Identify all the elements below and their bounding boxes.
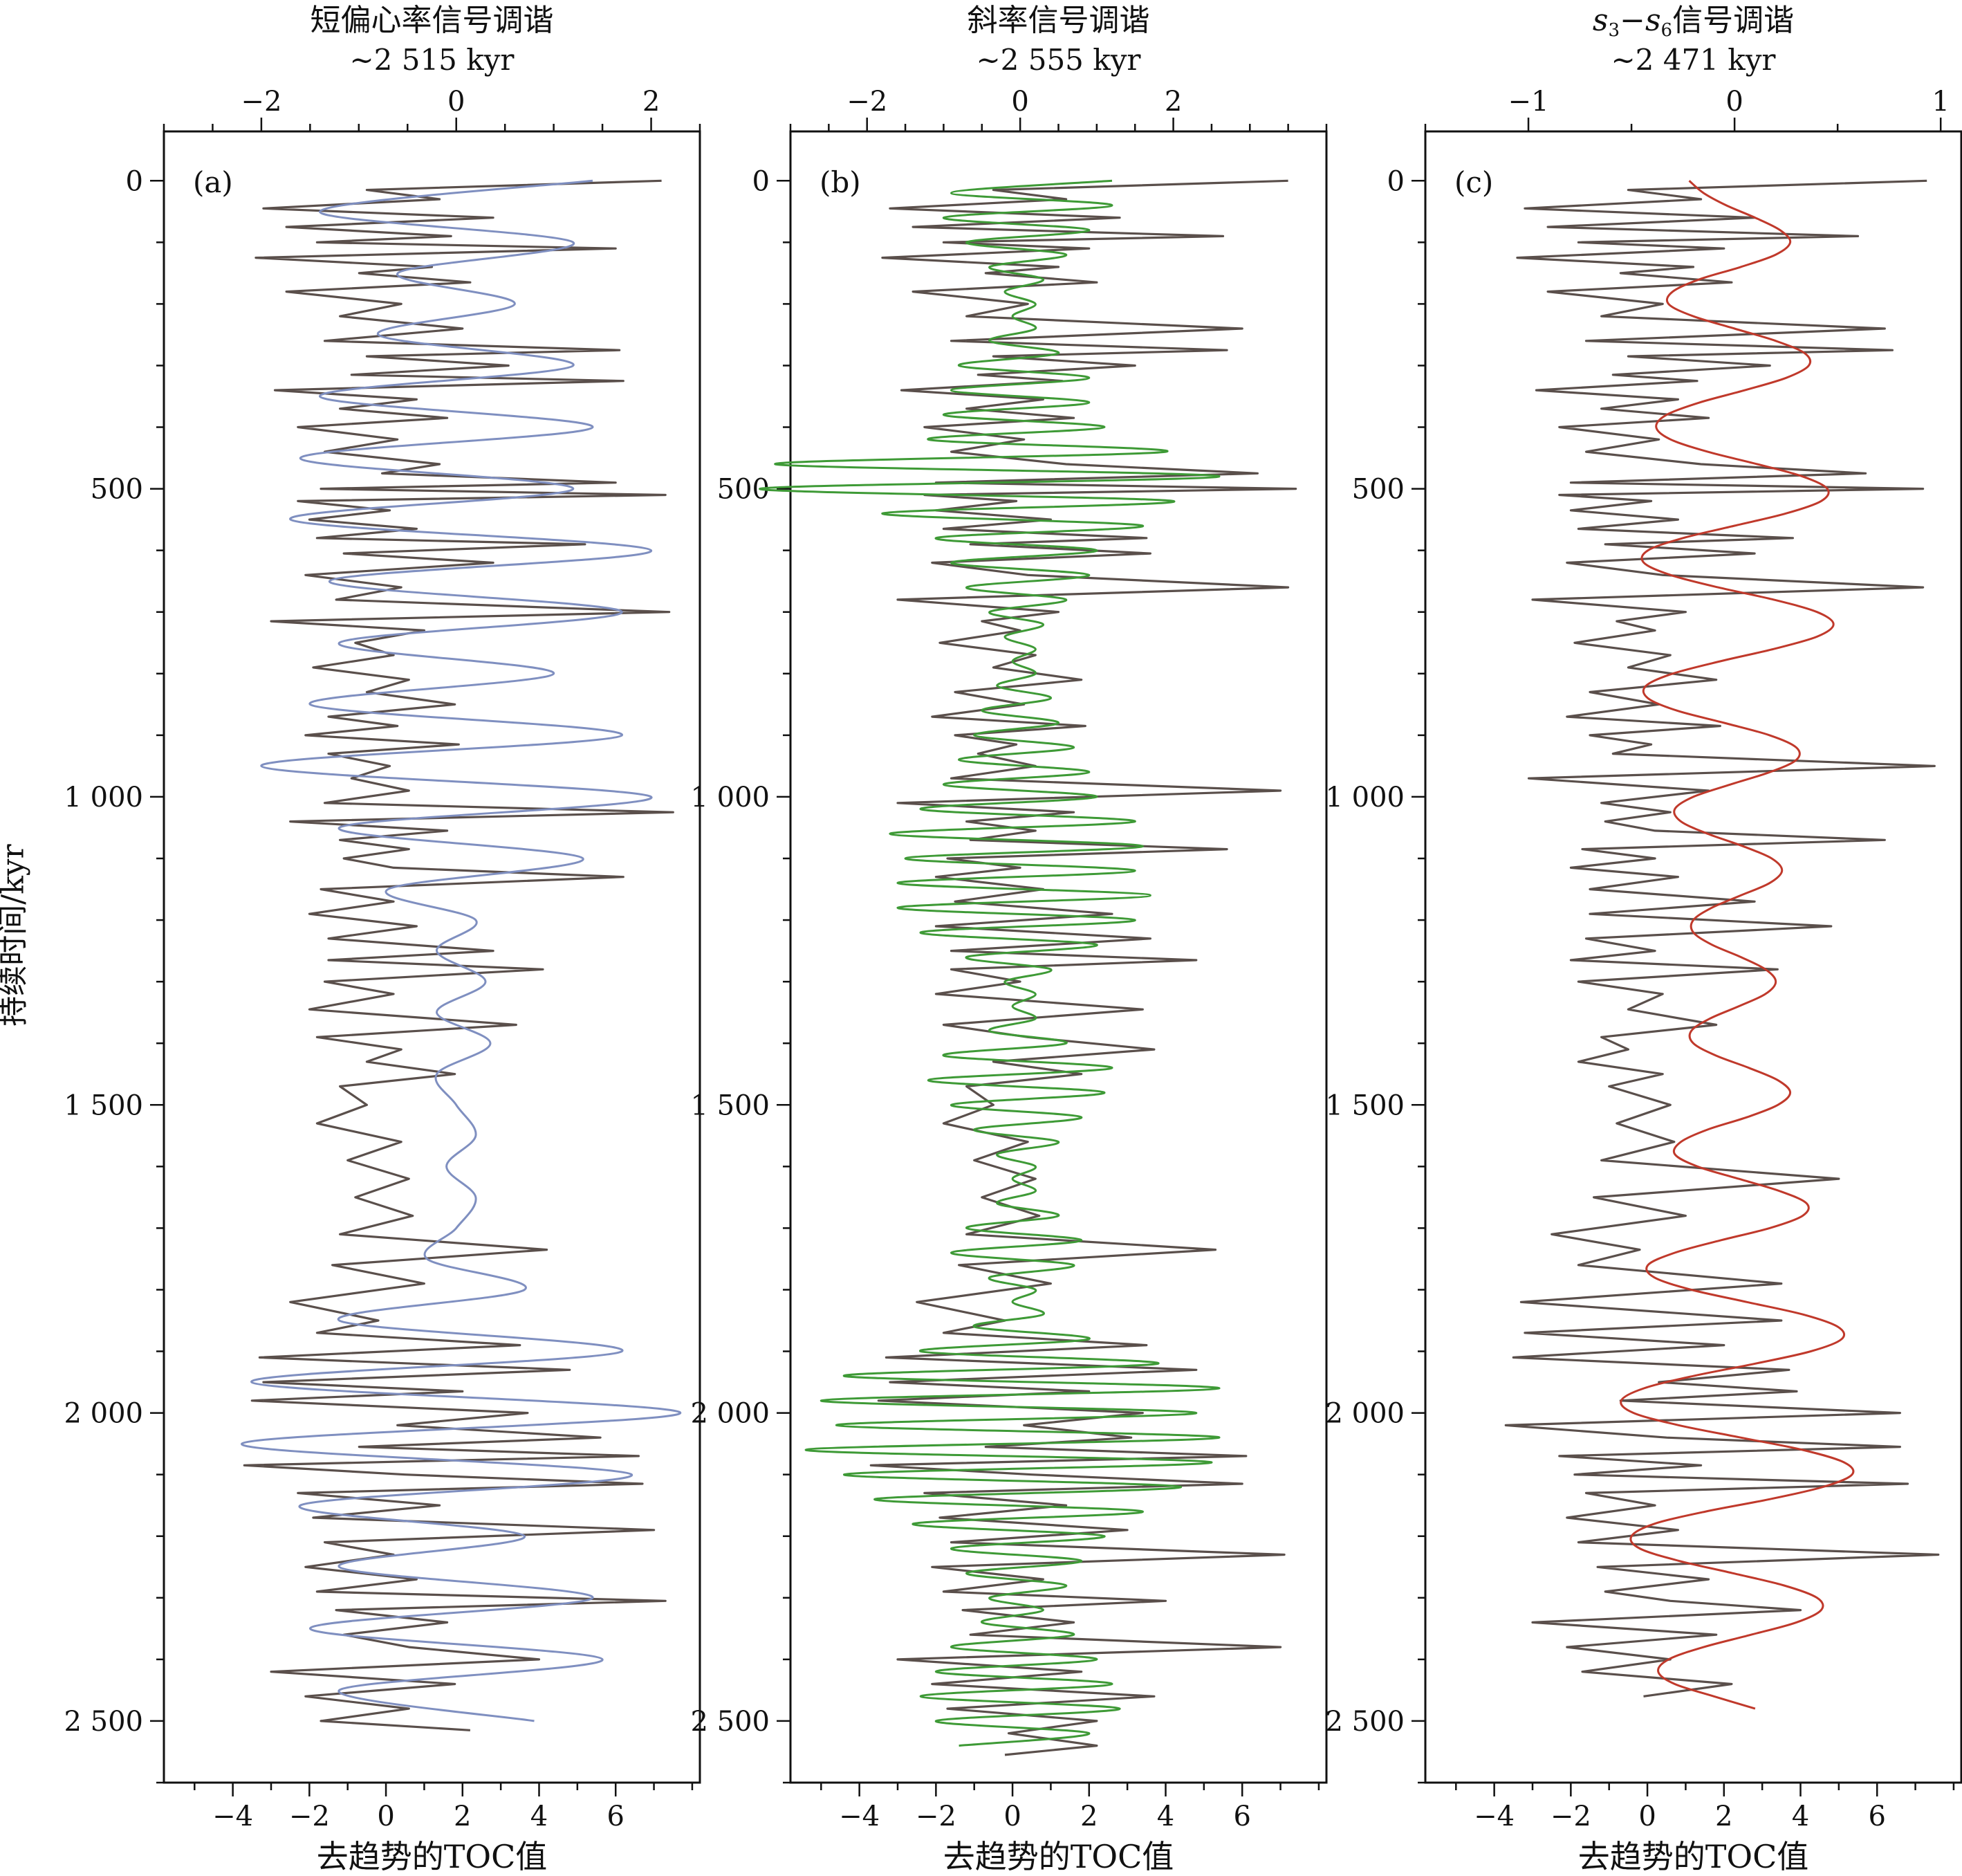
x-axis-label: 去趋势的TOC值 xyxy=(1578,1838,1809,1875)
x-tick-label: 0 xyxy=(1003,1801,1021,1832)
toc-series-line xyxy=(1504,179,1940,1698)
top-tick-label: 2 xyxy=(1165,86,1182,118)
x-tick-label: 4 xyxy=(530,1801,548,1832)
filter-series-line xyxy=(759,179,1221,1747)
x-axis-label: 去趋势的TOC值 xyxy=(317,1838,548,1875)
filter-series-line xyxy=(1620,180,1855,1710)
y-tick-label: 2 000 xyxy=(690,1398,770,1430)
y-tick-label: 2 000 xyxy=(64,1398,143,1430)
x-tick-label: −4 xyxy=(1474,1801,1515,1832)
toc-series-line xyxy=(869,179,1297,1756)
y-tick-label: 500 xyxy=(91,474,143,506)
x-tick-label: 6 xyxy=(607,1801,624,1832)
y-tick-label: 2 500 xyxy=(64,1706,143,1738)
y-tick-label: 1 000 xyxy=(64,782,143,813)
x-axis-label: 去趋势的TOC值 xyxy=(943,1838,1174,1875)
top-tick-label: 0 xyxy=(447,86,465,118)
panel-title: 斜率信号调谐 xyxy=(968,3,1150,38)
x-tick-label: −2 xyxy=(1551,1801,1591,1832)
x-tick-label: 2 xyxy=(1715,1801,1732,1832)
panel-subtitle: ~2 515 kyr xyxy=(349,43,515,77)
x-tick-label: 2 xyxy=(454,1801,471,1832)
y-tick-label: 2 500 xyxy=(1325,1706,1405,1738)
panel-label: (b) xyxy=(820,165,861,199)
y-tick-label: 0 xyxy=(1387,165,1405,197)
x-tick-label: −4 xyxy=(839,1801,880,1832)
y-tick-label: 2 000 xyxy=(1325,1398,1405,1430)
y-tick-label: 2 500 xyxy=(690,1706,770,1738)
title-part: 6 xyxy=(1661,20,1673,41)
x-tick-label: 4 xyxy=(1792,1801,1809,1832)
title-part: s xyxy=(1645,3,1661,38)
top-tick-label: −2 xyxy=(846,86,887,118)
y-tick-label: 500 xyxy=(1352,474,1405,506)
filter-series-line xyxy=(241,179,682,1722)
x-tick-label: 0 xyxy=(377,1801,394,1832)
y-tick-label: 1 500 xyxy=(1325,1089,1405,1121)
toc-series-line xyxy=(243,179,674,1731)
x-tick-label: −2 xyxy=(289,1801,330,1832)
top-tick-label: 1 xyxy=(1932,86,1949,118)
x-tick-label: 2 xyxy=(1080,1801,1098,1832)
plot-frame xyxy=(1424,130,1962,1784)
y-tick-label: 1 500 xyxy=(690,1089,770,1121)
panel-subtitle: ~2 471 kyr xyxy=(1611,43,1776,77)
y-tick-label: 0 xyxy=(126,165,143,197)
panel-title: 短偏心率信号调谐 xyxy=(311,3,554,38)
y-tick-label: 1 000 xyxy=(1325,782,1405,813)
panel-title: s3−s6信号调谐 xyxy=(1593,3,1794,41)
panel-label: (c) xyxy=(1454,165,1493,199)
x-tick-label: 4 xyxy=(1157,1801,1174,1832)
title-part: 信号调谐 xyxy=(1672,3,1794,38)
top-tick-label: −1 xyxy=(1508,86,1549,118)
x-tick-label: 0 xyxy=(1638,1801,1656,1832)
x-tick-label: −2 xyxy=(916,1801,956,1832)
y-tick-label: 1 000 xyxy=(690,782,770,813)
title-part: − xyxy=(1620,3,1645,38)
panel-label: (a) xyxy=(193,165,233,199)
top-tick-label: 0 xyxy=(1725,86,1743,118)
title-part: 3 xyxy=(1609,20,1620,41)
top-tick-label: 0 xyxy=(1011,86,1028,118)
x-tick-label: 6 xyxy=(1868,1801,1885,1832)
title-part: s xyxy=(1593,3,1609,38)
panel-subtitle: ~2 555 kyr xyxy=(976,43,1141,77)
panel-a: 短偏心率信号调谐 ~2 515 kyr −4 −2 0 2 4 6 −2 0 2 0 500 1 000 1… xyxy=(64,3,701,1875)
x-tick-label: −4 xyxy=(212,1801,253,1832)
y-tick-label: 0 xyxy=(752,165,770,197)
y-axis-label: 持续时间/kyr xyxy=(0,843,31,1026)
x-tick-label: 6 xyxy=(1233,1801,1250,1832)
plot-frame xyxy=(163,130,701,1784)
y-tick-label: 1 500 xyxy=(64,1089,143,1121)
top-tick-label: 2 xyxy=(642,86,660,118)
top-tick-label: −2 xyxy=(241,86,281,118)
